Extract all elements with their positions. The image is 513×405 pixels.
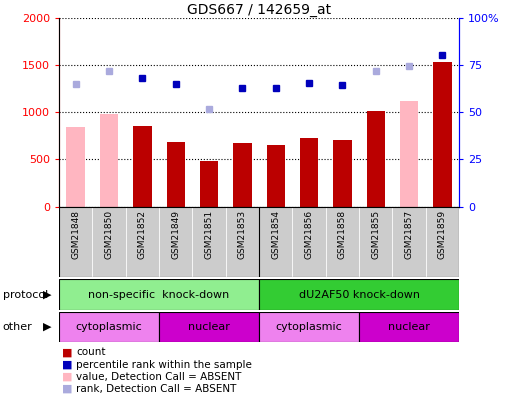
- Bar: [267, 145, 285, 207]
- Text: ■: ■: [62, 347, 72, 357]
- Text: GSM21849: GSM21849: [171, 210, 180, 259]
- Text: count: count: [76, 347, 106, 357]
- Bar: [59, 207, 92, 277]
- Bar: [359, 312, 459, 342]
- Bar: [392, 207, 426, 277]
- Bar: [159, 207, 192, 277]
- Bar: [167, 142, 185, 207]
- Text: cytoplasmic: cytoplasmic: [275, 322, 343, 332]
- Bar: [92, 207, 126, 277]
- Bar: [192, 207, 226, 277]
- Text: ■: ■: [62, 384, 72, 394]
- Bar: [226, 207, 259, 277]
- Text: ■: ■: [62, 372, 72, 382]
- Bar: [400, 101, 418, 207]
- Bar: [300, 138, 318, 207]
- Bar: [67, 126, 85, 207]
- Bar: [100, 114, 118, 207]
- Title: GDS667 / 142659_at: GDS667 / 142659_at: [187, 3, 331, 17]
- Text: GSM21857: GSM21857: [405, 210, 413, 259]
- Text: GSM21850: GSM21850: [105, 210, 113, 259]
- Bar: [200, 161, 218, 207]
- Text: dU2AF50 knock-down: dU2AF50 knock-down: [299, 290, 420, 300]
- Text: protocol: protocol: [3, 290, 48, 300]
- Bar: [367, 111, 385, 207]
- Text: GSM21852: GSM21852: [138, 210, 147, 259]
- Bar: [259, 279, 459, 310]
- Text: cytoplasmic: cytoplasmic: [75, 322, 143, 332]
- Bar: [426, 207, 459, 277]
- Text: GSM21848: GSM21848: [71, 210, 80, 259]
- Bar: [59, 279, 259, 310]
- Text: GSM21851: GSM21851: [205, 210, 213, 259]
- Text: ▶: ▶: [43, 290, 51, 300]
- Text: GSM21853: GSM21853: [238, 210, 247, 259]
- Text: percentile rank within the sample: percentile rank within the sample: [76, 360, 252, 369]
- Text: ▶: ▶: [43, 322, 51, 332]
- Text: non-specific  knock-down: non-specific knock-down: [88, 290, 230, 300]
- Text: nuclear: nuclear: [188, 322, 230, 332]
- Text: GSM21854: GSM21854: [271, 210, 280, 259]
- Bar: [333, 140, 351, 207]
- Bar: [326, 207, 359, 277]
- Bar: [359, 207, 392, 277]
- Bar: [133, 126, 151, 207]
- Text: GSM21855: GSM21855: [371, 210, 380, 259]
- Bar: [159, 312, 259, 342]
- Bar: [433, 62, 451, 207]
- Bar: [59, 312, 159, 342]
- Text: ■: ■: [62, 360, 72, 369]
- Bar: [292, 207, 326, 277]
- Bar: [233, 143, 251, 207]
- Text: other: other: [3, 322, 32, 332]
- Text: nuclear: nuclear: [388, 322, 430, 332]
- Bar: [126, 207, 159, 277]
- Text: GSM21859: GSM21859: [438, 210, 447, 259]
- Text: rank, Detection Call = ABSENT: rank, Detection Call = ABSENT: [76, 384, 236, 394]
- Text: GSM21858: GSM21858: [338, 210, 347, 259]
- Text: GSM21856: GSM21856: [305, 210, 313, 259]
- Bar: [259, 207, 292, 277]
- Text: value, Detection Call = ABSENT: value, Detection Call = ABSENT: [76, 372, 241, 382]
- Bar: [259, 312, 359, 342]
